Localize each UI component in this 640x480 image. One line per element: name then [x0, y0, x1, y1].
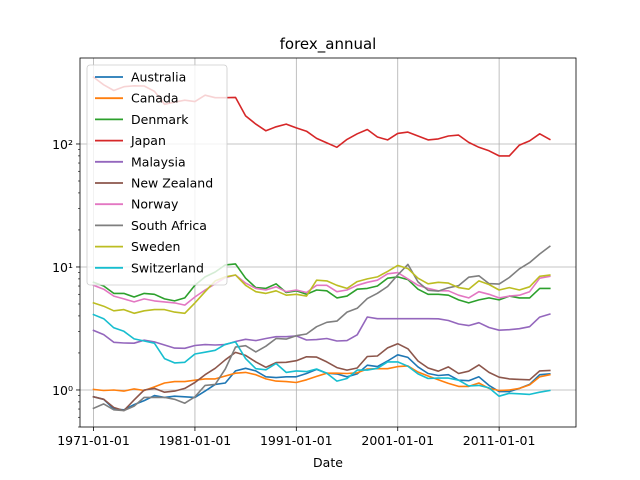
y-tick-label: 10¹ — [52, 260, 73, 275]
series-line-canada — [92, 365, 551, 392]
x-tick-label: 1981-01-01 — [159, 433, 232, 448]
series-line-norway — [92, 271, 551, 306]
y-tick-label: 10² — [52, 137, 73, 152]
legend-label: Denmark — [131, 112, 189, 127]
series-line-malaysia — [92, 313, 551, 350]
series-line-sweden — [92, 264, 551, 315]
x-axis-ticks: 1971-01-01 1981-01-01 1991-01-01 2001-01-01… — [57, 427, 535, 448]
plot-frame — [79, 57, 577, 428]
x-tick-label: 1971-01-01 — [57, 433, 130, 448]
series-line-new-zealand — [92, 342, 551, 412]
legend-label: Japan — [130, 133, 166, 148]
legend-label: Malaysia — [131, 154, 186, 169]
series-line-south-africa — [92, 245, 551, 412]
series-line-switzerland — [92, 313, 551, 398]
legend-label: New Zealand — [131, 176, 213, 191]
series-line-denmark — [92, 263, 551, 304]
x-tick-label: 2001-01-01 — [361, 433, 434, 448]
chart-title: forex_annual — [280, 35, 377, 54]
y-tick-label: 10⁰ — [52, 383, 73, 398]
legend: Australia Canada Denmark Japan Malaysia New Z… — [86, 64, 228, 286]
legend-label: Sweden — [131, 239, 180, 254]
x-axis-label: Date — [313, 455, 343, 470]
legend-label: Switzerland — [131, 260, 204, 275]
legend-label: Australia — [131, 70, 186, 85]
legend-label: Norway — [131, 197, 179, 212]
series-lines — [92, 75, 551, 412]
y-axis-ticks: 10⁰ 10¹ 10² — [52, 137, 80, 428]
legend-label: South Africa — [131, 218, 207, 233]
legend-label: Canada — [131, 91, 179, 106]
x-tick-label: 2011-01-01 — [463, 433, 536, 448]
x-tick-label: 1991-01-01 — [260, 433, 333, 448]
